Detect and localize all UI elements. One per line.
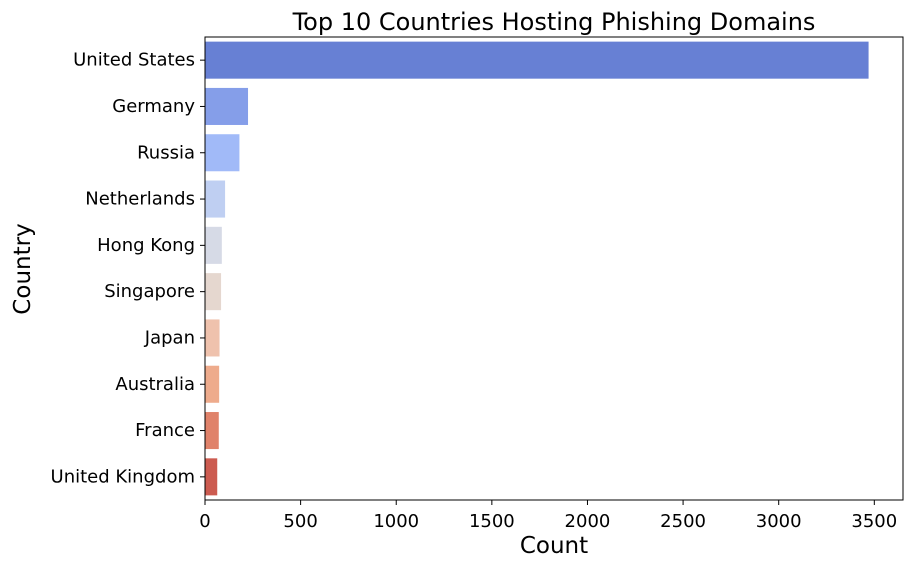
y-tick-label: Australia (115, 374, 195, 395)
bar-russia (205, 134, 240, 172)
y-tick-label: Russia (137, 142, 195, 163)
chart-title: Top 10 Countries Hosting Phishing Domain… (292, 8, 816, 36)
bar-singapore (205, 273, 222, 311)
plot-frame (204, 36, 904, 501)
x-tick-label: 1500 (469, 511, 515, 532)
bar-united-states (205, 41, 869, 79)
bar-france (205, 412, 219, 450)
y-axis-title: Country (10, 223, 36, 314)
x-tick-label: 0 (199, 511, 210, 532)
y-tick-label: Netherlands (85, 189, 195, 210)
x-tick-label: 2000 (565, 511, 611, 532)
y-tick-label: Singapore (104, 281, 195, 302)
bar-hong-kong (205, 226, 222, 264)
x-tick-label: 3500 (851, 511, 897, 532)
y-axis-ticks: United States Germany Russia Netherlands Hon… (51, 50, 205, 487)
x-tick-label: 2500 (660, 511, 706, 532)
bars-group (205, 41, 869, 496)
y-tick-label: France (135, 420, 195, 441)
y-tick-label: Hong Kong (97, 235, 195, 256)
y-tick-label: Germany (112, 96, 195, 117)
bar-australia (205, 365, 220, 403)
bar-united-kingdom (205, 458, 218, 496)
y-tick-label: Japan (144, 327, 195, 348)
x-tick-label: 3000 (756, 511, 802, 532)
x-axis-ticks: 0 500 1000 1500 2000 2500 3000 3500 (199, 500, 897, 532)
bar-netherlands (205, 180, 226, 218)
x-tick-label: 500 (283, 511, 317, 532)
bar-japan (205, 319, 220, 357)
y-tick-label: United Kingdom (51, 466, 195, 487)
y-tick-label: United States (73, 50, 195, 71)
x-tick-label: 1000 (373, 511, 419, 532)
bar-germany (205, 87, 249, 125)
x-axis-title: Count (520, 533, 588, 559)
